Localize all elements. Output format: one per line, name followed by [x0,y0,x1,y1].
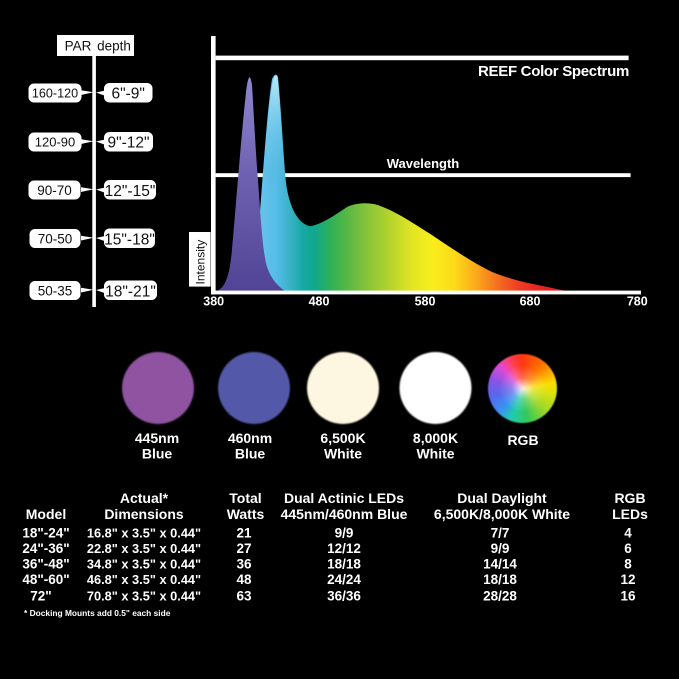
svg-text:36"-48": 36"-48" [22,557,69,572]
svg-text:6,500K: 6,500K [320,430,365,446]
svg-text:72": 72" [30,589,51,604]
svg-text:6,500K/8,000K White: 6,500K/8,000K White [434,506,570,522]
svg-text:28/28: 28/28 [483,589,517,604]
svg-text:380: 380 [203,294,224,308]
svg-text:LEDs: LEDs [612,506,648,522]
svg-text:90-70: 90-70 [37,183,72,198]
svg-text:RGB: RGB [614,490,645,506]
svg-text:9/9: 9/9 [335,526,354,541]
svg-text:Model: Model [26,506,66,522]
svg-text:White: White [324,445,362,461]
svg-text:Blue: Blue [235,445,266,461]
svg-text:70.8" x 3.5" x 0.44": 70.8" x 3.5" x 0.44" [87,589,201,604]
svg-text:7/7: 7/7 [491,526,510,541]
svg-text:18"-24": 18"-24" [22,526,69,541]
svg-text:12: 12 [620,572,635,587]
svg-text:Dual Daylight: Dual Daylight [457,490,547,506]
svg-text:15"-18": 15"-18" [104,231,155,248]
svg-text:18/18: 18/18 [483,572,517,587]
svg-text:22.8" x 3.5" x 0.44": 22.8" x 3.5" x 0.44" [87,541,201,556]
svg-text:4: 4 [624,526,632,541]
svg-text:50-35: 50-35 [38,283,73,298]
svg-text:6: 6 [624,541,632,556]
svg-text:Wavelength: Wavelength [387,156,460,171]
svg-text:445nm/460nm Blue: 445nm/460nm Blue [281,506,408,522]
svg-text:Intensity: Intensity [194,240,208,285]
svg-text:18/18: 18/18 [327,557,361,572]
svg-text:36/36: 36/36 [327,589,361,604]
svg-text:Total: Total [229,490,261,506]
svg-text:27: 27 [236,541,251,556]
svg-text:Actual*: Actual* [120,490,169,506]
svg-text:PAR: PAR [65,39,92,54]
svg-text:24"-36": 24"-36" [22,541,69,556]
svg-text:580: 580 [415,294,436,308]
svg-text:* Docking Mounts add 0.5" each: * Docking Mounts add 0.5" each side [24,608,171,618]
svg-text:480: 480 [309,294,330,308]
svg-text:70-50: 70-50 [38,231,73,246]
svg-text:RGB: RGB [507,432,538,448]
svg-text:9/9: 9/9 [491,541,510,556]
svg-text:36: 36 [236,557,252,572]
svg-text:680: 680 [520,294,541,308]
svg-text:12"-15": 12"-15" [105,183,156,200]
svg-text:8,000K: 8,000K [413,430,458,446]
svg-text:16.8" x 3.5" x 0.44": 16.8" x 3.5" x 0.44" [87,526,201,541]
svg-text:8: 8 [624,557,632,572]
svg-text:9"-12": 9"-12" [107,135,149,152]
svg-text:780: 780 [627,294,648,308]
svg-text:14/14: 14/14 [483,557,517,572]
svg-text:460nm: 460nm [228,430,272,446]
svg-text:Dimensions: Dimensions [104,506,184,522]
svg-text:34.8" x 3.5" x 0.44": 34.8" x 3.5" x 0.44" [87,557,201,572]
svg-text:6"-9": 6"-9" [111,86,144,103]
svg-text:445nm: 445nm [135,430,179,446]
svg-text:46.8" x 3.5" x 0.44": 46.8" x 3.5" x 0.44" [87,572,201,587]
svg-text:21: 21 [236,526,252,541]
svg-text:48"-60": 48"-60" [22,572,69,587]
svg-text:120-90: 120-90 [35,135,75,150]
svg-text:Watts: Watts [227,506,265,522]
svg-text:White: White [416,445,454,461]
svg-text:depth: depth [97,39,131,54]
svg-text:48: 48 [236,572,252,587]
svg-text:Blue: Blue [142,445,173,461]
svg-text:63: 63 [236,589,252,604]
svg-text:18"-21": 18"-21" [105,283,156,300]
svg-text:24/24: 24/24 [327,572,361,587]
svg-text:Dual Actinic LEDs: Dual Actinic LEDs [284,490,404,506]
svg-text:12/12: 12/12 [327,541,361,556]
svg-text:16: 16 [620,589,636,604]
svg-text:160-120: 160-120 [32,87,78,101]
svg-text:REEF Color Spectrum: REEF Color Spectrum [478,63,629,80]
